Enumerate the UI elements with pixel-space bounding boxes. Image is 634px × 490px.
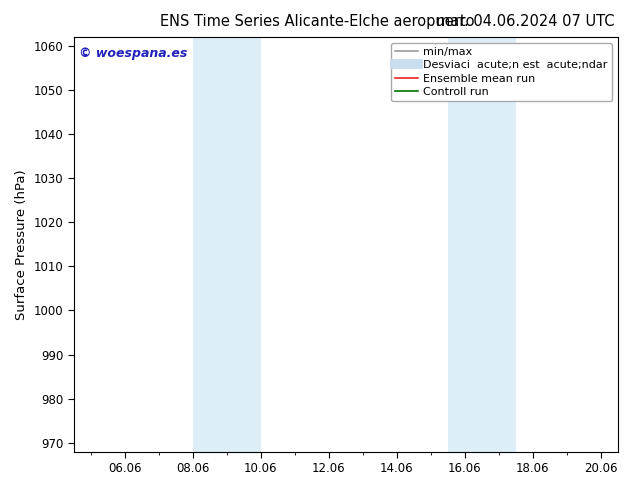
Bar	[193, 37, 261, 452]
Text: ENS Time Series Alicante-Elche aeropuerto: ENS Time Series Alicante-Elche aeropuert…	[160, 14, 474, 29]
Bar	[448, 37, 515, 452]
Y-axis label: Surface Pressure (hPa): Surface Pressure (hPa)	[15, 169, 28, 319]
Legend: min/max, Desviaci  acute;n est  acute;ndar, Ensemble mean run, Controll run: min/max, Desviaci acute;n est acute;ndar…	[391, 43, 612, 101]
Text: mar. 04.06.2024 07 UTC: mar. 04.06.2024 07 UTC	[436, 14, 615, 29]
Text: © woespana.es: © woespana.es	[79, 48, 188, 60]
